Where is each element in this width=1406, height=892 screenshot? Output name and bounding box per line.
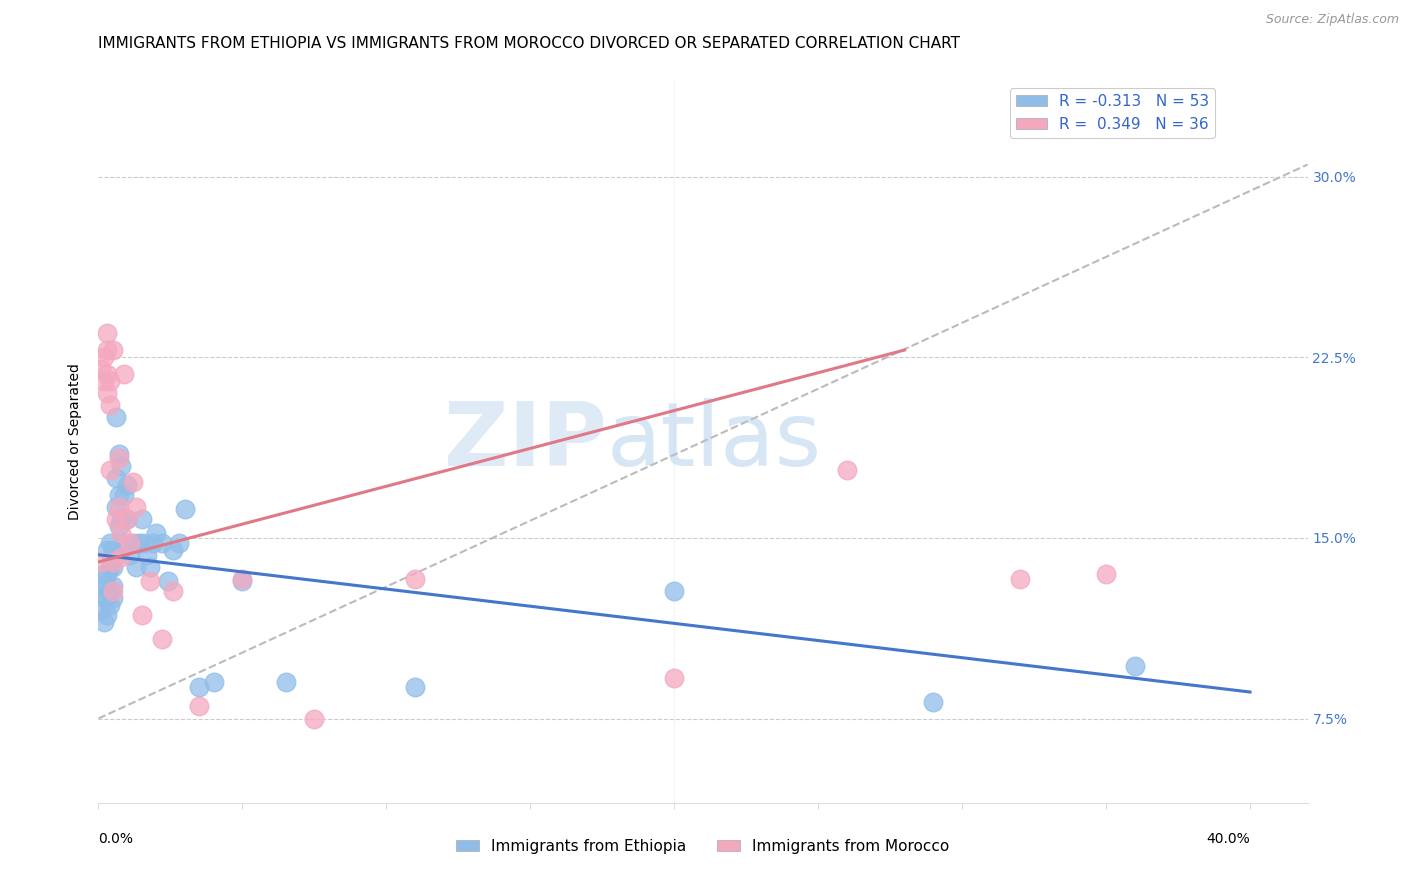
Point [1008,572,1031,586]
Point [90,555,112,569]
Point [96,579,118,593]
Point [173,502,195,516]
Point [90,362,112,376]
Point [139,559,162,574]
Point [120,548,142,562]
Point [107,487,129,501]
Point [93,567,115,582]
Point [115,511,138,525]
Point [93,591,115,606]
Point [664,671,686,685]
Point [115,478,138,492]
Point [96,607,118,622]
Point [835,463,858,477]
Point [110,526,132,541]
Point [96,567,118,582]
Point [188,680,211,694]
Point [231,572,253,586]
Point [142,535,165,549]
Point [128,535,150,549]
Point [664,583,686,598]
Point [125,559,148,574]
Point [104,471,127,485]
Point [96,367,118,381]
Point [150,632,173,646]
Point [98,559,121,574]
Point [112,535,135,549]
Point [98,375,121,389]
Point [145,526,167,541]
Point [115,511,138,525]
Point [1123,658,1146,673]
Point [96,343,118,357]
Point [96,326,118,341]
Point [107,500,129,514]
Point [1095,567,1118,582]
Point [101,579,124,593]
Point [131,607,153,622]
Point [101,591,124,606]
Point [120,535,142,549]
Point [139,574,162,589]
Point [110,458,132,473]
Legend: Immigrants from Ethiopia, Immigrants from Morocco: Immigrants from Ethiopia, Immigrants fro… [450,833,956,860]
Text: 0.0%: 0.0% [98,831,134,846]
Point [156,574,179,589]
Point [98,398,121,412]
Text: Source: ZipAtlas.com: Source: ZipAtlas.com [1265,13,1399,27]
Point [167,535,190,549]
Text: atlas: atlas [606,398,821,485]
Point [101,542,124,557]
Y-axis label: Divorced or Separated: Divorced or Separated [69,363,83,520]
Point [110,511,132,525]
Text: IMMIGRANTS FROM ETHIOPIA VS IMMIGRANTS FROM MOROCCO DIVORCED OR SEPARATED CORREL: IMMIGRANTS FROM ETHIOPIA VS IMMIGRANTS F… [98,37,960,52]
Point [96,591,118,606]
Point [104,500,127,514]
Text: 40.0%: 40.0% [1206,831,1250,846]
Point [922,695,945,709]
Point [104,511,127,525]
Point [107,446,129,460]
Point [90,603,112,617]
Point [90,579,112,593]
Point [96,386,118,401]
Point [110,550,132,565]
Point [107,519,129,533]
Point [404,572,426,586]
Point [98,583,121,598]
Point [101,555,124,569]
Point [231,574,253,589]
Point [104,410,127,425]
Point [93,351,115,365]
Point [98,463,121,477]
Point [404,680,426,694]
Text: ZIP: ZIP [443,398,606,485]
Point [96,542,118,557]
Point [98,535,121,549]
Point [122,535,145,549]
Point [125,500,148,514]
Point [101,343,124,357]
Point [134,535,156,549]
Point [131,511,153,525]
Point [112,367,135,381]
Point [93,615,115,630]
Point [98,599,121,613]
Point [101,559,124,574]
Point [136,548,159,562]
Point [202,675,225,690]
Point [101,583,124,598]
Point [122,475,145,490]
Point [274,675,297,690]
Point [112,487,135,501]
Point [188,699,211,714]
Point [162,583,184,598]
Point [150,535,173,549]
Point [162,542,184,557]
Point [93,375,115,389]
Point [304,712,326,726]
Point [107,451,129,466]
